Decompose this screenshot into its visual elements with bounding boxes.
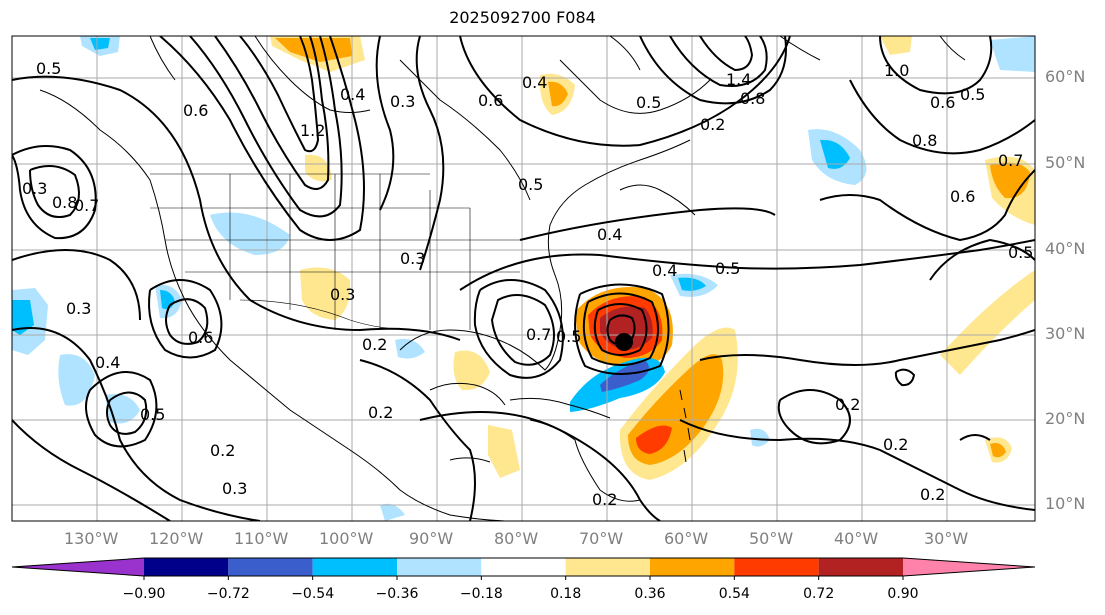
colorbar-segment (734, 558, 819, 576)
colorbar-tick-label: 0.36 (634, 586, 666, 602)
chart-title: 2025092700 F084 (449, 8, 596, 27)
contour-label: 1.4 (726, 70, 751, 89)
contour-label: 0.4 (340, 85, 365, 104)
colorbar-tick-label: 0.54 (718, 586, 750, 602)
gridlines (12, 36, 1035, 521)
contour-label: 0.2 (368, 403, 393, 422)
contour-label: 0.2 (883, 435, 908, 454)
contour-labels: 0.5 0.6 0.3 0.8 1.2 0.7 0.6 0.4 0.2 0.5 … (22, 59, 1033, 509)
lon-label: 110°W (234, 529, 289, 548)
contour-label: 0.5 (960, 85, 985, 104)
colorbar-tick-label: −0.72 (206, 586, 250, 602)
lon-label: 80°W (494, 529, 539, 548)
colorbar-tick-label: −0.18 (459, 586, 503, 602)
contour-label: 0.5 (556, 327, 581, 346)
lat-label: 20°N (1045, 409, 1086, 428)
contour-label: 0.4 (522, 73, 547, 92)
colorbar-tick-label: 0.90 (887, 586, 919, 602)
contours (12, 36, 1035, 521)
contour-label: 0.6 (930, 93, 955, 112)
lat-label: 30°N (1045, 324, 1086, 343)
contour-label: 0.7 (998, 151, 1023, 170)
lon-label: 120°W (149, 529, 204, 548)
colorbar-segment (228, 558, 313, 576)
colorbar-segment (818, 558, 903, 576)
colorbar-tick-label: −0.54 (291, 586, 335, 602)
contour-label: 1.0 (884, 61, 909, 80)
colorbar-segment (397, 558, 482, 576)
lon-label: 30°W (924, 529, 969, 548)
contour-label: 0.6 (183, 101, 208, 120)
contour-label: 0.7 (74, 196, 99, 215)
contour-label: 0.3 (222, 479, 247, 498)
contour-label: 0.2 (210, 441, 235, 460)
contour-label: 0.5 (715, 259, 740, 278)
colorbar-segment (650, 558, 735, 576)
contour-label: 0.2 (835, 395, 860, 414)
contour-label: 0.3 (330, 285, 355, 304)
lat-label: 10°N (1045, 494, 1086, 513)
colorbar-segment (565, 558, 650, 576)
colorbar-segment (144, 558, 229, 576)
contour-label: 0.5 (1008, 243, 1033, 262)
lat-label: 50°N (1045, 153, 1086, 172)
contour-label: 0.5 (636, 93, 661, 112)
contour-label: 0.3 (390, 92, 415, 111)
lon-label: 60°W (664, 529, 709, 548)
storm-center-marker (615, 333, 633, 351)
contour-label: 0.8 (52, 193, 77, 212)
colorbar (11, 557, 1036, 580)
lat-label: 60°N (1045, 67, 1086, 86)
lon-label: 70°W (579, 529, 624, 548)
lon-label: 90°W (409, 529, 454, 548)
colorbar-segment (312, 558, 397, 576)
contour-label: 0.4 (597, 225, 622, 244)
colorbar-tick-label: 0.18 (550, 586, 582, 602)
colorbar-extend-low (12, 558, 144, 576)
shaded-fields (12, 36, 1035, 521)
contour-label: 0.8 (912, 131, 937, 150)
contour-label: 0.5 (36, 59, 61, 78)
contour-label: 0.3 (66, 299, 91, 318)
lon-label: 130°W (64, 529, 119, 548)
colorbar-segment (481, 558, 566, 576)
lon-label: 40°W (834, 529, 879, 548)
colorbar-tick-label: 0.72 (803, 586, 835, 602)
colorbar-tick-label: −0.36 (375, 586, 419, 602)
contour-label: 0.6 (950, 187, 975, 206)
contour-label: 0.4 (652, 261, 677, 280)
colorbar-tick-label: −0.90 (122, 586, 166, 602)
contour-label: 0.2 (700, 115, 725, 134)
contour-label: 0.7 (526, 325, 551, 344)
contour-label: 0.5 (140, 405, 165, 424)
map-frame (11, 35, 1036, 522)
contour-label: 0.2 (920, 485, 945, 504)
contour-label: 0.8 (740, 89, 765, 108)
contour-label: 1.2 (300, 121, 325, 140)
lon-label: 100°W (319, 529, 374, 548)
contour-label: 0.6 (188, 328, 213, 347)
colorbar-extend-high (903, 558, 1035, 576)
coastlines (39, 36, 966, 521)
lon-label: 50°W (749, 529, 794, 548)
contour-label: 0.6 (478, 91, 503, 110)
borders (150, 173, 520, 331)
contour-label: 0.4 (95, 353, 120, 372)
contour-label: 0.3 (22, 179, 47, 198)
contour-label: 0.5 (518, 175, 543, 194)
contour-label: 0.2 (592, 490, 617, 509)
contour-label: 0.3 (400, 249, 425, 268)
lat-label: 40°N (1045, 239, 1086, 258)
contour-label: 0.2 (362, 335, 387, 354)
